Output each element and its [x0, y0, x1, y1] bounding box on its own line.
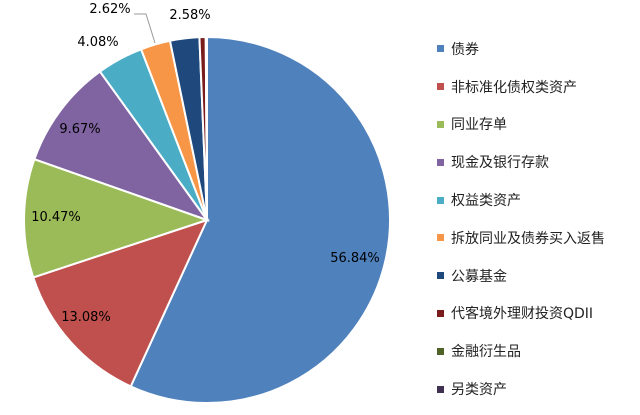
legend: 债券非标准化债权类资产 同业存单现金及银行存款 权益类资产拆放同业及债券买入返售 公募…	[437, 30, 633, 408]
legend-item: 另类资产	[437, 370, 633, 408]
legend-swatch	[437, 158, 444, 166]
legend-item: 现金及银行存款	[437, 143, 633, 181]
slice-data-label-4: 4.08%	[77, 35, 118, 50]
slice-data-label-6: 2.58%	[169, 8, 210, 23]
pie-plot-area: 56.84% 13.08% 10.47% 9.67% 4.08% 2.62% 2.58%	[23, 2, 391, 404]
pie-slice-0	[129, 35, 391, 404]
slice-data-label-1: 13.08%	[61, 310, 111, 325]
slice-data-label-0: 56.84%	[330, 251, 380, 266]
legend-label: 公募基金	[451, 268, 507, 285]
legend-swatch	[437, 347, 444, 355]
slice-data-label-2: 10.47%	[31, 210, 81, 225]
legend-item: 拆放同业及债券买入返售	[437, 219, 633, 257]
legend-label: 同业存单	[451, 117, 507, 134]
legend-swatch	[437, 272, 444, 280]
legend-item: 金融衍生品	[437, 332, 633, 370]
legend-swatch	[437, 234, 444, 242]
legend-label: 现金及银行存款	[451, 155, 549, 172]
legend-item: 非标准化债权类资产	[437, 68, 633, 106]
legend-swatch	[437, 196, 444, 204]
legend-label: 权益类资产	[451, 193, 521, 210]
legend-label: 债券	[451, 41, 479, 58]
legend-label: 另类资产	[451, 382, 507, 399]
legend-swatch	[437, 309, 444, 317]
pie-slice-2	[23, 157, 211, 279]
pie-slice-9	[204, 35, 208, 221]
legend-item: 权益类资产	[437, 181, 633, 219]
legend-item: 代客境外理财投资QDII	[437, 295, 633, 333]
label-leader-line	[134, 13, 156, 44]
slice-data-label-3: 9.67%	[59, 122, 100, 137]
legend-swatch	[437, 120, 444, 128]
legend-swatch	[437, 45, 444, 53]
legend-label: 代客境外理财投资QDII	[451, 306, 594, 323]
legend-label: 金融衍生品	[451, 344, 521, 361]
pie-slice-3	[33, 70, 210, 223]
pie-slice-1	[31, 218, 209, 388]
legend-item: 债券	[437, 30, 633, 68]
legend-item: 公募基金	[437, 257, 633, 295]
slice-data-label-5: 2.62%	[89, 2, 130, 17]
legend-item: 同业存单	[437, 106, 633, 144]
legend-swatch	[437, 83, 444, 91]
legend-label: 拆放同业及债券买入返售	[451, 230, 605, 247]
legend-label: 非标准化债权类资产	[451, 79, 577, 96]
legend-swatch	[437, 385, 444, 393]
